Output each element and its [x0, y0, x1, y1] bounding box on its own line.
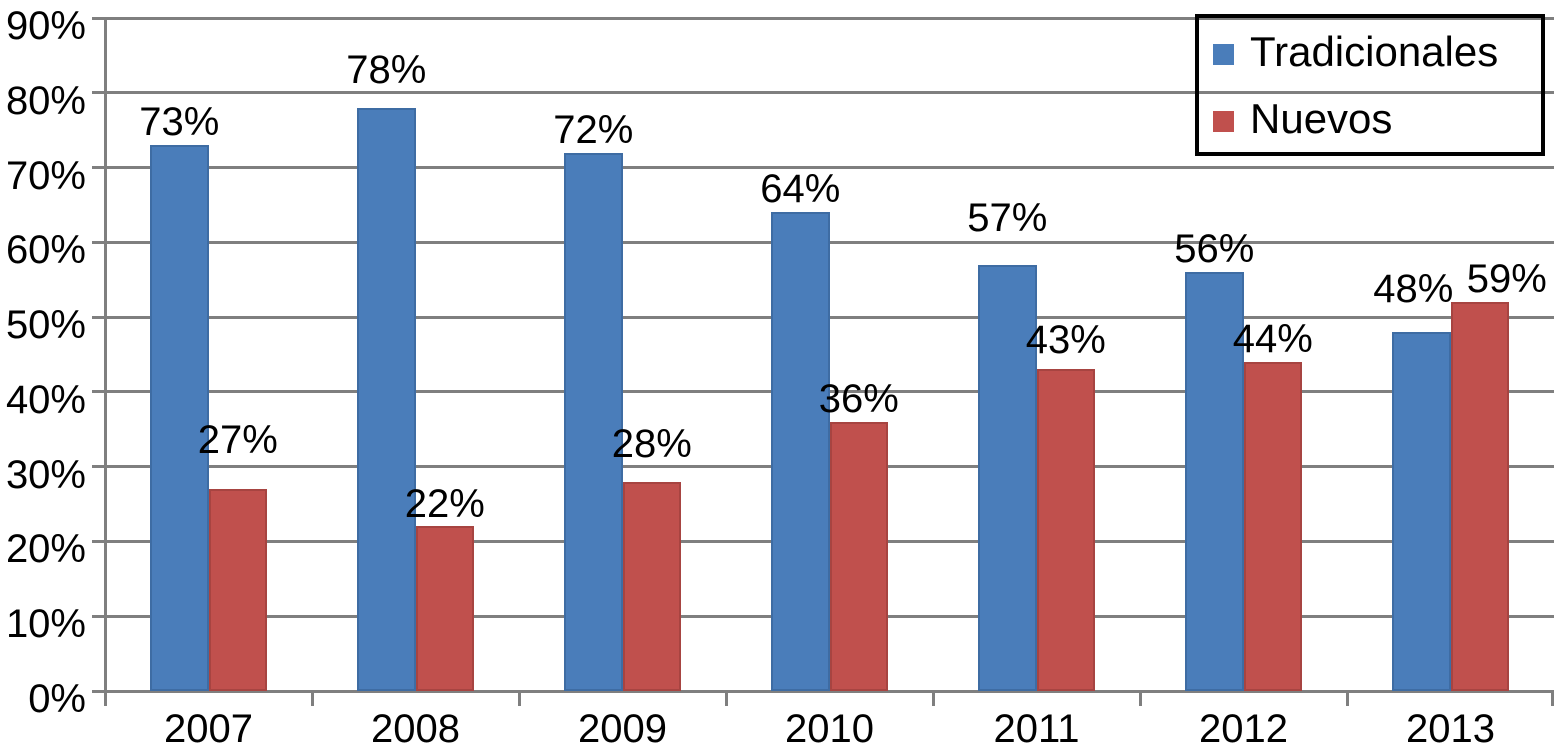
bar-nuevos-2011: [1036, 369, 1095, 691]
legend-label-nuevos: Nuevos: [1250, 94, 1393, 142]
data-label-tradicionales-2009: 72%: [553, 107, 634, 152]
data-label-nuevos-2008: 22%: [404, 481, 485, 526]
data-label-tradicionales-2010: 64%: [760, 167, 841, 212]
bar-tradicionales-2010: [771, 212, 830, 691]
bar-tradicionales-2008: [357, 107, 416, 691]
x-axis-tick: [931, 691, 935, 706]
gridline-70%: [92, 166, 1554, 170]
y-axis-label: 70%: [5, 153, 86, 198]
bar-tradicionales-2012: [1185, 272, 1244, 691]
x-axis-label-2011: 2011: [993, 707, 1080, 751]
x-axis-tick: [310, 691, 314, 706]
data-label-nuevos-2013: 59%: [1466, 257, 1547, 302]
x-axis-tick: [517, 691, 521, 706]
y-axis-label: 50%: [5, 303, 86, 348]
y-axis-label: 20%: [5, 527, 86, 572]
legend-entry-tradicionales: Tradicionales: [1199, 27, 1541, 75]
y-axis-label: 30%: [5, 452, 86, 497]
bar-nuevos-2008: [415, 526, 474, 691]
data-label-tradicionales-2011: 57%: [967, 195, 1048, 240]
bar-tradicionales-2013: [1392, 332, 1451, 691]
y-axis-line: [103, 17, 107, 705]
bar-nuevos-2010: [829, 421, 888, 691]
x-axis-tick: [1138, 691, 1142, 706]
bar-nuevos-2013: [1450, 302, 1509, 691]
y-axis-label: 40%: [5, 377, 86, 422]
data-label-nuevos-2010: 36%: [818, 376, 899, 421]
legend-swatch-nuevos-icon: [1213, 111, 1234, 132]
bar-tradicionales-2009: [564, 152, 623, 691]
legend-label-tradicionales: Tradicionales: [1250, 27, 1499, 75]
bar-tradicionales-2007: [150, 145, 209, 691]
gridline-0%: [92, 689, 1554, 693]
bar-nuevos-2012: [1243, 361, 1302, 691]
x-axis-label-2009: 2009: [578, 707, 667, 751]
x-axis-label-2012: 2012: [1199, 707, 1288, 751]
data-label-tradicionales-2013: 48%: [1373, 267, 1454, 312]
bar-nuevos-2009: [622, 481, 681, 691]
data-label-nuevos-2012: 44%: [1232, 316, 1313, 361]
x-axis-tick: [103, 691, 107, 706]
x-axis-label-2008: 2008: [371, 707, 460, 751]
y-axis-label: 80%: [5, 78, 86, 123]
data-label-tradicionales-2008: 78%: [346, 47, 427, 92]
data-label-nuevos-2009: 28%: [611, 421, 692, 466]
gridline-90%: [92, 16, 1554, 20]
x-axis-label-2007: 2007: [164, 707, 253, 751]
data-label-nuevos-2007: 27%: [197, 418, 278, 463]
x-axis-label-2013: 2013: [1406, 707, 1495, 751]
bar-tradicionales-2011: [978, 264, 1037, 691]
legend-swatch-tradicionales-icon: [1213, 44, 1234, 65]
legend: Tradicionales Nuevos: [1195, 14, 1545, 156]
x-axis-label-2010: 2010: [785, 707, 874, 751]
bar-nuevos-2007: [208, 489, 267, 691]
y-axis-label: 0%: [28, 677, 86, 721]
y-axis-label: 60%: [5, 228, 86, 273]
y-axis-label: 10%: [5, 602, 86, 647]
x-axis-tick: [1551, 691, 1554, 706]
data-label-tradicionales-2012: 56%: [1174, 227, 1255, 272]
x-axis-tick: [724, 691, 728, 706]
y-axis-label: 90%: [5, 4, 86, 48]
x-axis-tick: [1345, 691, 1349, 706]
data-label-nuevos-2011: 43%: [1025, 318, 1106, 363]
legend-entry-nuevos: Nuevos: [1199, 94, 1541, 142]
data-label-tradicionales-2007: 73%: [139, 100, 220, 145]
gridline-80%: [92, 91, 1554, 95]
